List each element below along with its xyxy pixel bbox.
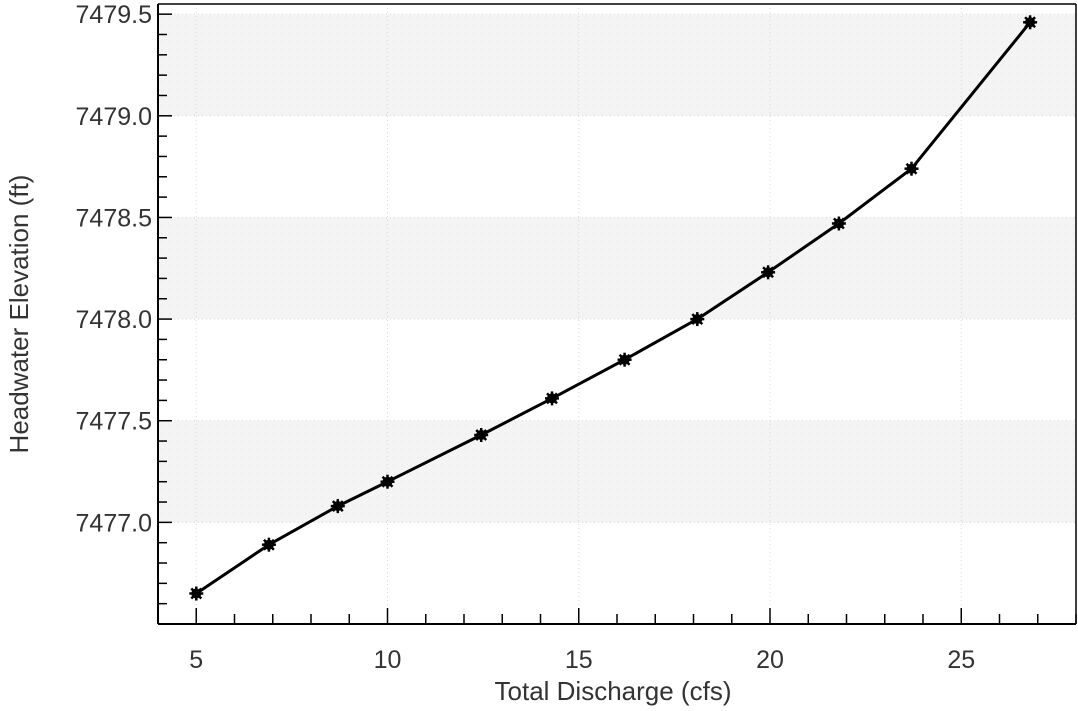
data-point <box>474 428 489 442</box>
data-point <box>1023 15 1038 30</box>
data-point <box>617 352 632 367</box>
y-tick-label: 7477.5 <box>76 408 152 436</box>
x-tick-label: 10 <box>374 646 402 674</box>
y-tick-label: 7478.0 <box>76 306 152 334</box>
y-tick-label: 7479.0 <box>76 103 152 131</box>
data-point <box>904 161 919 176</box>
y-axis-title: Headwater Elevation (ft) <box>4 175 34 454</box>
series-line <box>195 21 1032 595</box>
x-ticks: 5 10 15 20 25 <box>157 608 1077 674</box>
data-point <box>261 537 276 552</box>
x-tick-label: 20 <box>756 646 784 674</box>
shaded-band <box>158 420 1076 523</box>
data-point <box>690 312 705 327</box>
series-line-path <box>195 21 1032 595</box>
data-point <box>380 474 395 489</box>
y-tick-label: 7478.5 <box>76 204 152 232</box>
x-tick-label: 25 <box>947 646 975 674</box>
data-point <box>189 586 204 601</box>
data-point <box>545 391 559 406</box>
y-tick-label: 7479.5 <box>76 1 152 29</box>
x-tick-label: 15 <box>565 646 593 674</box>
data-point <box>761 265 776 280</box>
series-markers <box>189 15 1038 601</box>
y-tick-label: 7477.0 <box>76 509 152 537</box>
y-ticks: 7477.0 7477.5 7478.0 7478.5 7479.0 7479.5 <box>76 1 172 605</box>
data-point <box>330 499 345 514</box>
shaded-band <box>158 14 1076 116</box>
x-tick-label: 5 <box>189 646 203 674</box>
data-point <box>831 216 846 231</box>
shaded-band <box>158 217 1076 320</box>
x-axis-title: Total Discharge (cfs) <box>495 676 732 706</box>
